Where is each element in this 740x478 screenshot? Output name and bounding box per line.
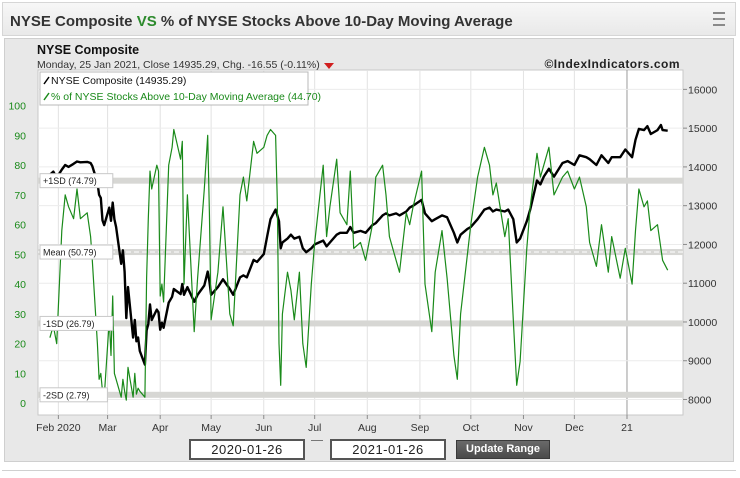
axis-labels: Feb 2020 Mar Apr May Jun Jul Aug Sep Oct Nov Dec 21… (8, 84, 717, 434)
right-y-tick-label: 10000 (688, 317, 717, 329)
right-y-tick-label: 16000 (688, 84, 717, 96)
title-left: NYSE Composite (10, 13, 133, 30)
series-line-nyse-composite (49, 123, 668, 366)
x-tick-label: 21 (621, 422, 633, 434)
band-label-box (39, 387, 108, 403)
left-y-tick-label: 30 (14, 309, 26, 321)
title-vs: VS (136, 13, 157, 30)
band-label: +1SD (74.79) (43, 176, 97, 186)
reference-band (38, 320, 683, 327)
start-date-input[interactable]: 2020-01-26 (189, 439, 305, 460)
end-date-input[interactable]: 2021-01-26 (330, 439, 446, 460)
chart-title: NYSE Composite (37, 43, 139, 57)
series-line-pct-above-10dma (49, 128, 669, 401)
band-label-box (39, 173, 114, 189)
series-layer (49, 123, 669, 401)
title-right: % of NYSE Stocks Above 10-Day Moving Ave… (160, 13, 513, 30)
reference-band (38, 177, 683, 184)
reference-band (38, 391, 683, 398)
legend-swatch-price (43, 76, 50, 85)
x-tick-label: Jun (255, 422, 272, 434)
page-title: NYSE Composite VS % of NYSE Stocks Above… (10, 13, 513, 30)
x-tick-label: Mar (99, 422, 118, 434)
left-y-tick-label: 40 (14, 279, 26, 291)
range-separator (311, 440, 323, 441)
right-y-tick-label: 15000 (688, 123, 717, 135)
footer-divider (2, 470, 736, 471)
x-tick-label: May (201, 422, 222, 434)
x-tick-label: Feb 2020 (36, 422, 81, 434)
left-y-tick-label: 0 (20, 398, 26, 410)
left-y-tick-label: 20 (14, 339, 26, 351)
left-y-tick-label: 80 (14, 160, 26, 172)
legend-item-breadth: % of NYSE Stocks Above 10-Day Moving Ave… (51, 91, 321, 103)
right-y-tick-label: 8000 (688, 394, 712, 406)
right-y-tick-label: 9000 (688, 356, 712, 368)
left-y-tick-label: 90 (14, 130, 26, 142)
right-y-tick-label: 14000 (688, 162, 717, 174)
reference-bands (38, 177, 683, 398)
left-y-tick-label: 70 (14, 190, 26, 202)
band-label: -1SD (26.79) (43, 319, 95, 329)
menu-icon[interactable] (713, 12, 725, 26)
legend-box (39, 71, 309, 106)
x-tick-label: Dec (565, 422, 584, 434)
legend: NYSE Composite (14935.29) % of NYSE Stoc… (39, 71, 321, 106)
x-tick-label: Nov (514, 422, 533, 434)
right-y-tick-label: 11000 (688, 278, 717, 290)
down-arrow-icon (324, 63, 334, 69)
legend-item-price: NYSE Composite (14935.29) (51, 75, 186, 87)
band-label: -2SD (2.79) (43, 390, 90, 400)
right-y-tick-label: 12000 (688, 239, 717, 251)
right-y-tick-label: 13000 (688, 201, 717, 213)
left-y-tick-label: 100 (8, 101, 26, 113)
header-bar: NYSE Composite VS % of NYSE Stocks Above… (2, 2, 736, 36)
x-tick-label: Aug (358, 422, 377, 434)
band-label-box (39, 315, 114, 331)
band-label-box (39, 244, 114, 260)
left-y-tick-label: 60 (14, 220, 26, 232)
watermark: ©IndexIndicators.com (544, 57, 680, 71)
left-y-tick-label: 50 (14, 249, 26, 261)
x-tick-label: Apr (152, 422, 169, 434)
x-tick-label: Sep (411, 422, 430, 434)
legend-swatch-breadth (43, 92, 50, 101)
x-tick-label: Jul (308, 422, 321, 434)
update-range-button[interactable]: Update Range (456, 440, 550, 459)
left-y-tick-label: 10 (14, 368, 26, 380)
band-label: Mean (50.79) (43, 248, 97, 258)
x-tick-label: Oct (463, 422, 479, 434)
chart-subtitle: Monday, 25 Jan 2021, Close 14935.29, Chg… (37, 59, 320, 71)
